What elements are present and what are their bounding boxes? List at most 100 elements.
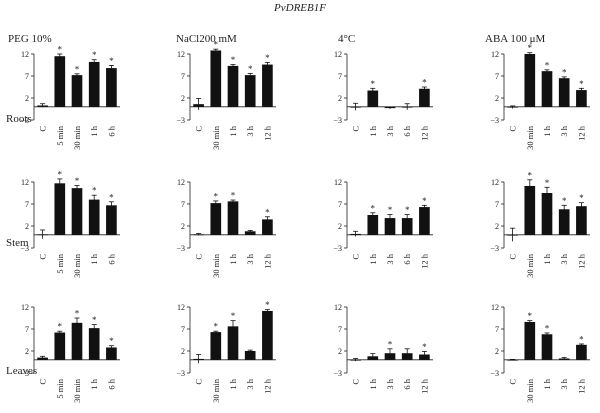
- significance-marker: *: [371, 79, 376, 89]
- bar-12h: [576, 344, 587, 360]
- bar-1h: [541, 334, 553, 360]
- y-tick-label: 2: [25, 347, 29, 356]
- y-tick-label: 7: [25, 72, 29, 81]
- y-tick-label: 12: [177, 50, 185, 59]
- category-label: 1 h: [542, 378, 552, 389]
- y-tick-label: 2: [338, 94, 342, 103]
- y-tick-label: −3: [176, 116, 185, 125]
- significance-marker: *: [92, 186, 97, 196]
- y-tick-label: 7: [338, 325, 342, 334]
- bar-12h: [262, 64, 273, 107]
- significance-marker: *: [109, 56, 114, 66]
- bar-6h: [401, 218, 413, 235]
- y-tick-label: 2: [25, 222, 29, 231]
- category-label: 1 h: [89, 378, 99, 389]
- significance-marker: *: [528, 311, 533, 321]
- significance-marker: *: [109, 336, 114, 346]
- category-label: 30 min: [211, 125, 221, 150]
- panels: −3 2 7 12 C * 5 min * 30 min * 1 h * 6 h −3 2 7 12 C * 30 m…: [20, 40, 590, 403]
- category-label: 30 min: [72, 253, 82, 278]
- significance-marker: *: [405, 205, 410, 215]
- bar-12h: [576, 90, 587, 107]
- panel-roots-aba: −3 2 7 12 C * 30 min * 1 h * 3 h * 12 h: [490, 43, 590, 150]
- row-label-leaves: Leaves: [6, 365, 37, 377]
- category-label: 6 h: [402, 125, 412, 136]
- y-tick-label: 12: [177, 303, 185, 312]
- significance-marker: *: [75, 309, 80, 319]
- bar-30min: [71, 322, 83, 360]
- category-label: 12 h: [262, 125, 272, 141]
- significance-marker: *: [231, 311, 236, 321]
- bar-30min: [71, 188, 83, 235]
- significance-marker: *: [422, 196, 427, 206]
- y-tick-label: 7: [495, 200, 499, 209]
- category-label: C: [508, 126, 518, 132]
- bar-30min: [524, 54, 536, 107]
- category-label: 1 h: [542, 253, 552, 264]
- significance-marker: *: [75, 176, 80, 186]
- category-label: 12 h: [576, 253, 586, 269]
- significance-marker: *: [545, 323, 550, 333]
- category-label: 3 h: [385, 125, 395, 136]
- panel-leaves-cold: −3 2 7 12 C 1 h * 3 h 6 h * 12 h: [333, 303, 433, 394]
- y-tick-label: −3: [333, 116, 342, 125]
- category-label: 30 min: [525, 253, 535, 278]
- significance-marker: *: [58, 169, 63, 179]
- bar-1h: [541, 71, 553, 107]
- significance-marker: *: [545, 60, 550, 70]
- bar-12h: [262, 219, 273, 235]
- category-label: C: [194, 254, 204, 260]
- significance-marker: *: [545, 178, 550, 188]
- bar-30min: [524, 185, 536, 235]
- significance-marker: *: [109, 192, 114, 202]
- bar-12h: [419, 88, 430, 107]
- category-label: C: [508, 254, 518, 260]
- bar-12h: [419, 207, 430, 235]
- significance-marker: *: [231, 55, 236, 65]
- significance-marker: *: [528, 170, 533, 180]
- bar-1h: [227, 65, 239, 107]
- bar-30min: [210, 203, 222, 235]
- y-tick-label: 2: [181, 347, 185, 356]
- significance-marker: *: [371, 203, 376, 213]
- significance-marker: *: [58, 322, 63, 332]
- category-label: 6 h: [402, 378, 412, 389]
- significance-marker: *: [562, 67, 567, 77]
- category-label: 12 h: [576, 125, 586, 141]
- significance-marker: *: [214, 40, 219, 50]
- significance-marker: *: [75, 64, 80, 74]
- significance-marker: *: [579, 79, 584, 89]
- bar-3h: [558, 209, 570, 235]
- y-tick-label: 7: [495, 325, 499, 334]
- significance-marker: *: [265, 300, 270, 310]
- y-tick-label: 12: [21, 50, 29, 59]
- bar-3h: [244, 351, 256, 360]
- y-tick-label: 7: [25, 325, 29, 334]
- category-label: 1 h: [542, 125, 552, 136]
- category-label: 5 min: [55, 253, 65, 273]
- y-tick-label: 12: [21, 178, 29, 187]
- column-title-cold: 4°C: [338, 33, 355, 45]
- category-label: 6 h: [106, 253, 116, 264]
- y-tick-label: −3: [176, 244, 185, 253]
- bar-1h: [367, 90, 379, 107]
- panel-leaves-nacl: −3 2 7 12 C * 30 min * 1 h 3 h * 12 h: [176, 300, 276, 403]
- panel-stem-aba: −3 2 7 12 C * 30 min * 1 h * 3 h * 12 h: [490, 170, 590, 278]
- y-tick-label: 12: [491, 303, 499, 312]
- bar-5min: [54, 332, 66, 360]
- category-label: 3 h: [559, 253, 569, 264]
- category-label: 30 min: [525, 125, 535, 150]
- y-tick-label: 2: [181, 222, 185, 231]
- bar-30min: [210, 50, 222, 107]
- y-tick-label: 7: [25, 200, 29, 209]
- bar-3h: [384, 218, 396, 235]
- y-tick-label: −3: [176, 369, 185, 378]
- significance-marker: *: [58, 45, 63, 55]
- significance-marker: *: [214, 322, 219, 332]
- y-tick-label: −3: [20, 116, 29, 125]
- figure-title: PvDREB1F: [273, 2, 326, 14]
- significance-marker: *: [422, 342, 427, 352]
- bar-30min: [210, 332, 222, 360]
- category-label: 30 min: [211, 253, 221, 278]
- significance-marker: *: [528, 43, 533, 53]
